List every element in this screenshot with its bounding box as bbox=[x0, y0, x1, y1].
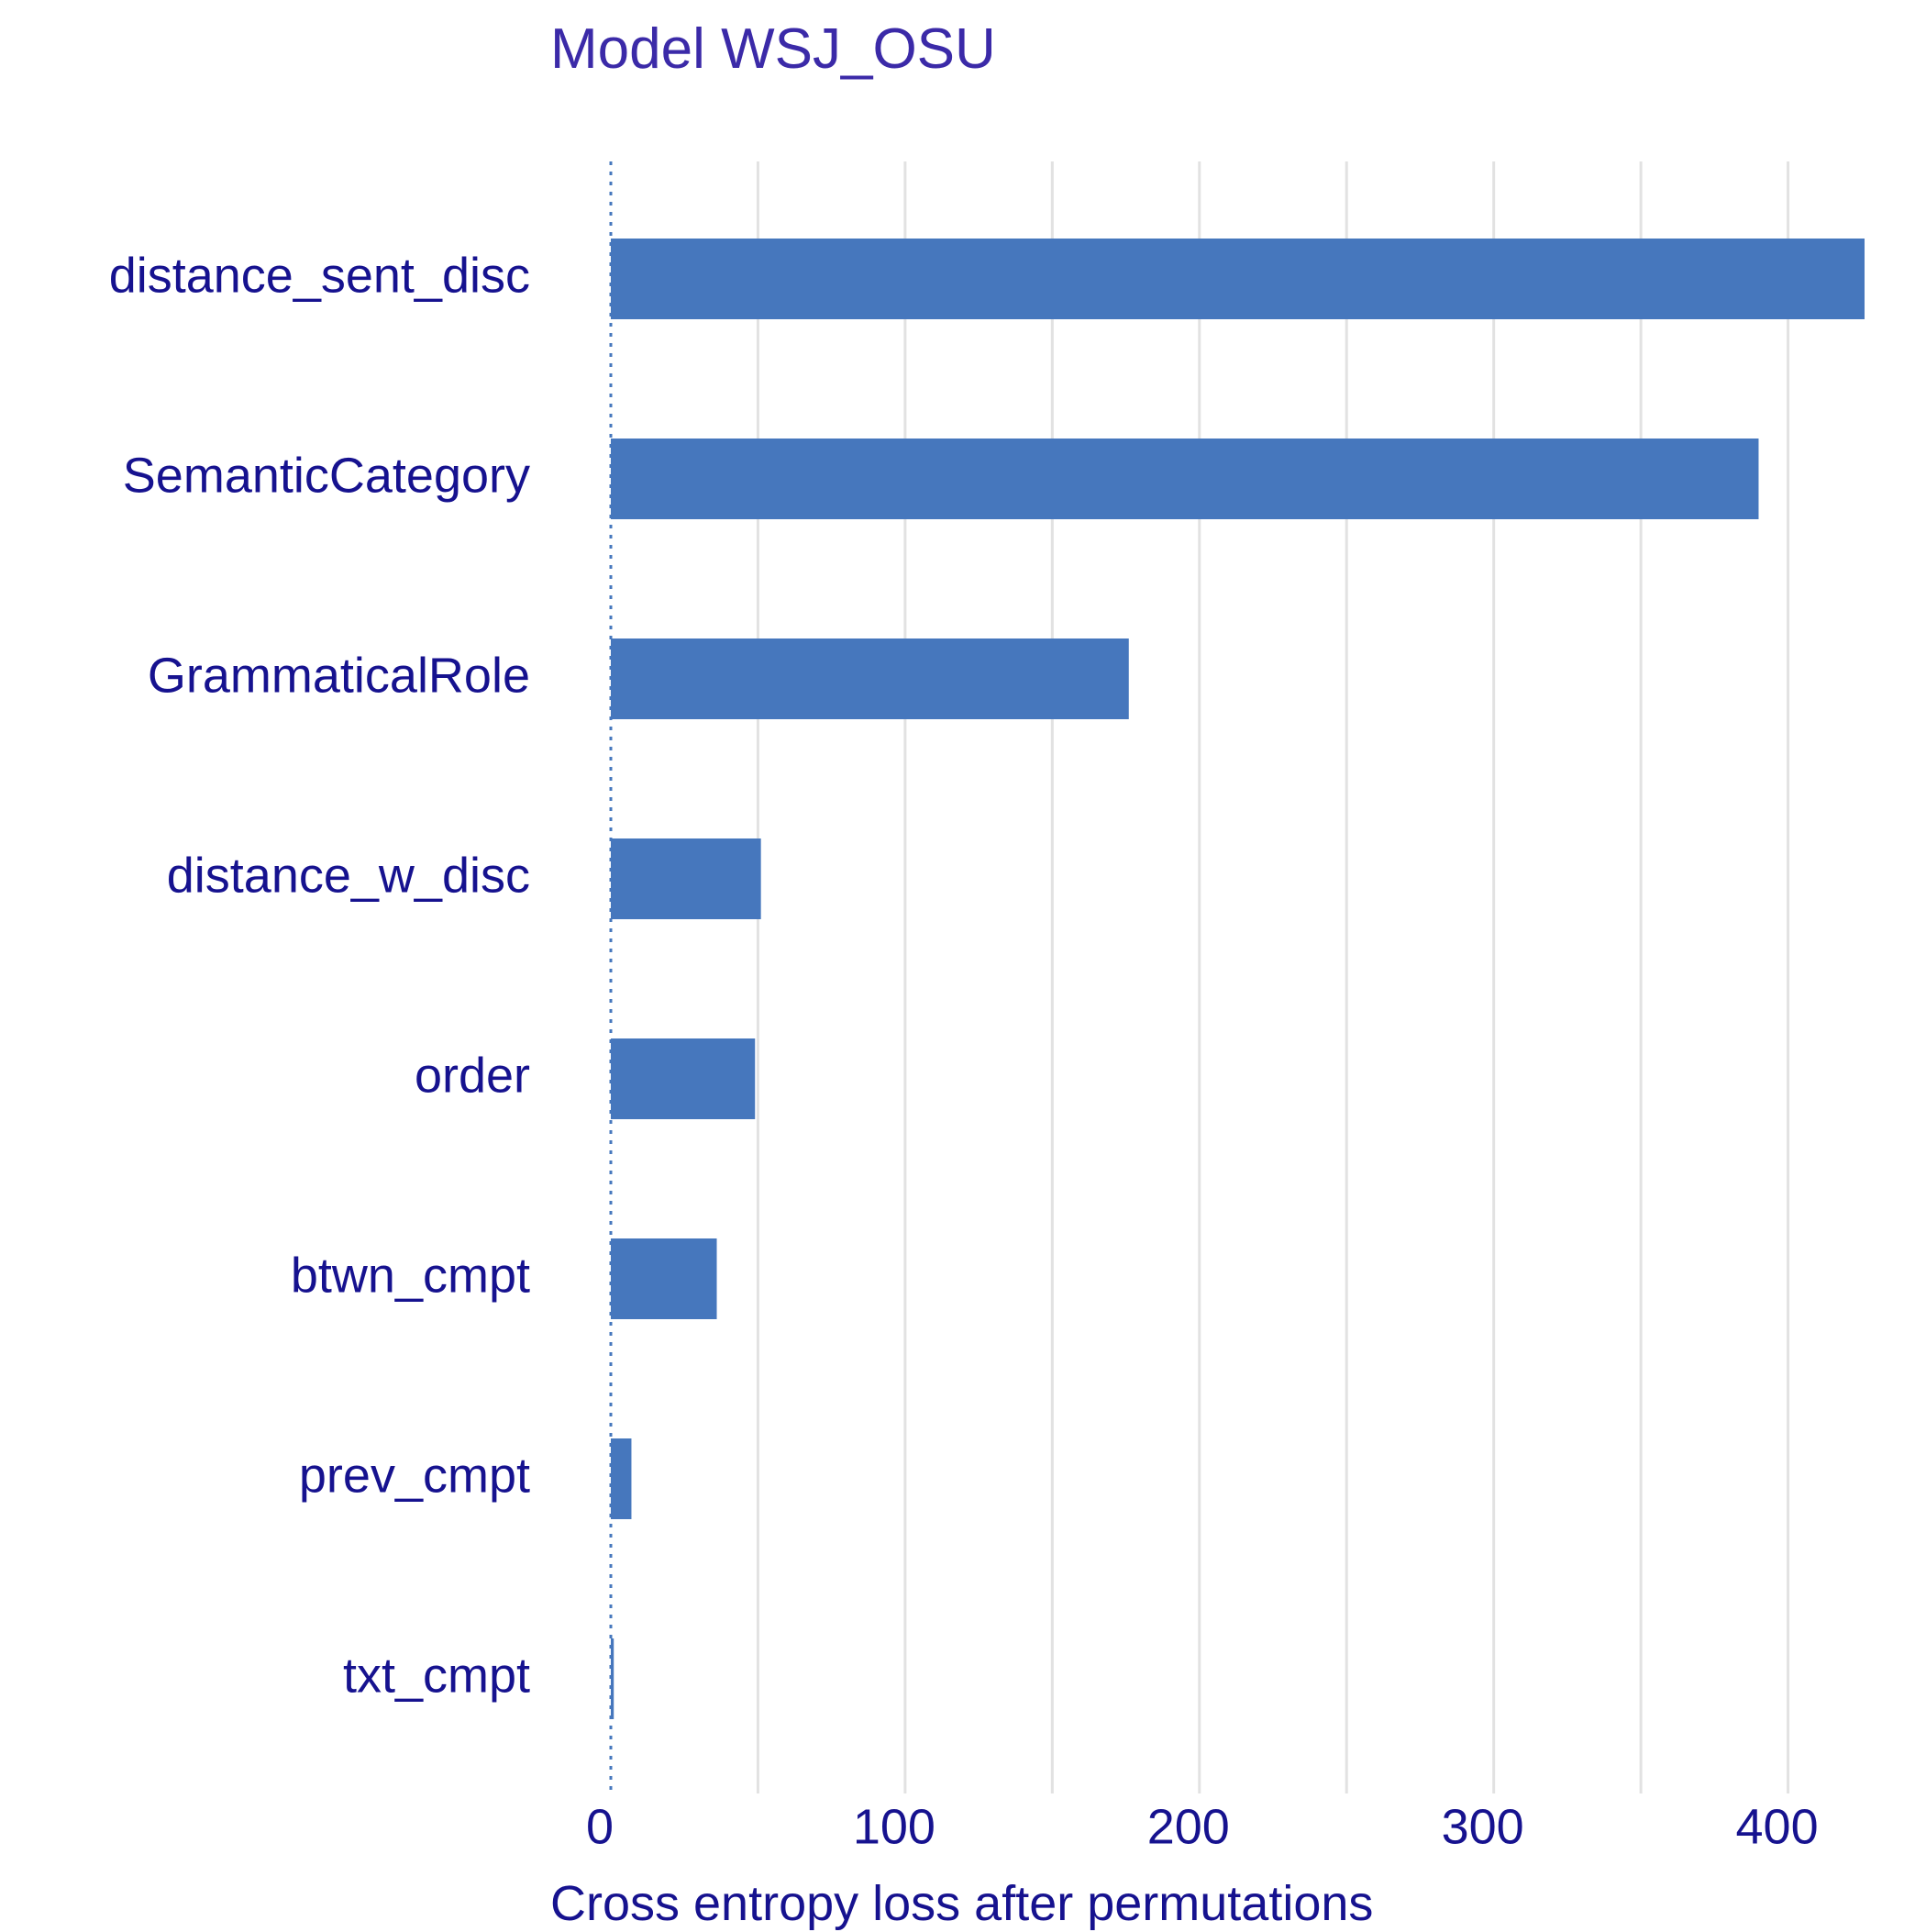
x-axis-title: Cross entropy loss after permutations bbox=[550, 1876, 1374, 1931]
category-label: distance_sent_disc bbox=[109, 248, 530, 303]
x-tick-label: 0 bbox=[586, 1799, 614, 1854]
bar-distance_sent_disc bbox=[611, 239, 1865, 319]
tick-layer: 0 100 200 300 400 bbox=[586, 1799, 1819, 1854]
category-label: SemanticCategory bbox=[123, 448, 530, 503]
bar-GrammaticalRole bbox=[611, 638, 1129, 719]
category-label: txt_cmpt bbox=[343, 1648, 530, 1703]
bar-distance_w_disc bbox=[611, 838, 761, 919]
bar-btwn_cmpt bbox=[611, 1238, 717, 1319]
bar-prev_cmpt bbox=[611, 1438, 632, 1519]
x-tick-label: 200 bbox=[1147, 1799, 1230, 1854]
bar-order bbox=[611, 1038, 756, 1119]
x-tick-label: 300 bbox=[1442, 1799, 1524, 1854]
chart-title: Model WSJ_OSU bbox=[550, 17, 996, 81]
x-tick-label: 100 bbox=[853, 1799, 935, 1854]
category-label: distance_w_disc bbox=[167, 848, 530, 903]
bar-SemanticCategory bbox=[611, 439, 1759, 519]
bar-txt_cmpt bbox=[611, 1638, 614, 1719]
grid-layer bbox=[756, 161, 1790, 1793]
category-label: order bbox=[415, 1048, 530, 1103]
label-layer: distance_sent_disc SemanticCategory Gramma… bbox=[109, 248, 530, 1703]
bar-layer bbox=[611, 239, 1865, 1719]
category-label: btwn_cmpt bbox=[291, 1248, 530, 1303]
category-label: GrammaticalRole bbox=[148, 648, 530, 703]
x-tick-label: 400 bbox=[1736, 1799, 1819, 1854]
category-label: prev_cmpt bbox=[299, 1448, 530, 1503]
